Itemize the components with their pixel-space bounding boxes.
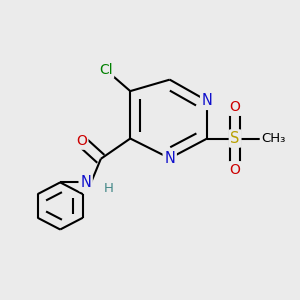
Text: N: N (80, 175, 91, 190)
Text: CH₃: CH₃ (261, 132, 286, 145)
Text: O: O (76, 134, 87, 148)
Text: H: H (104, 182, 114, 195)
Text: O: O (230, 100, 241, 114)
Text: N: N (164, 151, 175, 166)
Text: S: S (230, 131, 240, 146)
Text: O: O (230, 163, 241, 177)
Text: N: N (202, 93, 213, 108)
Text: Cl: Cl (99, 63, 112, 77)
